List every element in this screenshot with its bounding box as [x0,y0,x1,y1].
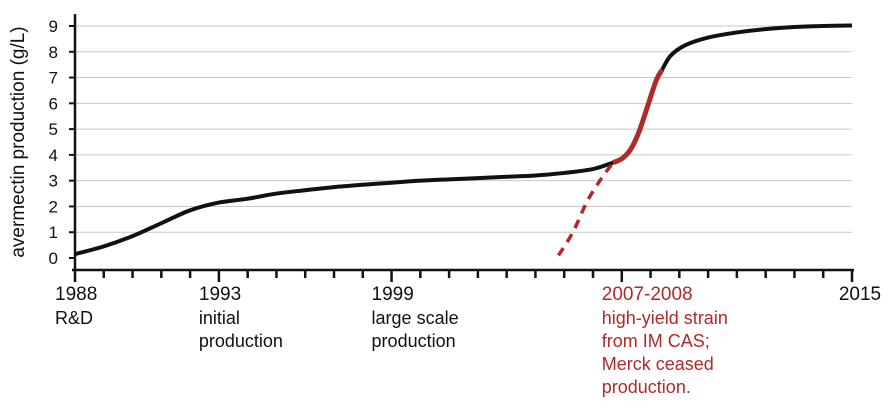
x-label-1988: 1988 [55,284,97,305]
y-tick-label-2: 2 [49,197,58,216]
y-tick-label-8: 8 [49,43,58,62]
series-0-solid-black [74,160,614,257]
annotation-1999-0: large scale [372,308,459,328]
series-3-solid-black [660,23,853,71]
y-tick-label-4: 4 [49,146,58,165]
annotation-2007-0: high-yield strain [602,308,728,328]
annotation-2007-1: from IM CAS; [602,331,710,351]
x-label-2015: 2015 [839,284,881,305]
annotation-1993-0: initial [199,308,240,328]
y-tick-label-1: 1 [49,223,58,242]
y-tick-label-6: 6 [49,94,58,113]
x-label-1993: 1993 [199,284,241,305]
y-tick-label-3: 3 [49,172,58,191]
x-label-2007: 2007-2008 [602,284,693,305]
y-tick-label-7: 7 [49,69,58,88]
x-label-1999: 1999 [372,284,414,305]
grid-lines [75,25,852,233]
y-tick-label-5: 5 [49,120,58,139]
y-axis-label: avermectin production (g/L) [8,26,29,257]
annotation-1993-1: production [199,331,283,351]
axis-ticks [69,25,854,282]
annotation-1988-0: R&D [55,308,93,328]
series-2-solid-red [612,68,665,165]
annotation-1999-1: production [372,331,456,351]
series-1-dashed-red [556,161,615,257]
axes [72,14,854,272]
annotation-2007-3: production. [602,377,691,397]
annotation-2007-2: Merck ceased [602,354,714,374]
axis-labels: 0 1 2 3 4 5 6 7 8 9 1988 R&D 1993 initial production 19… [49,17,882,397]
y-tick-label-9: 9 [49,17,58,36]
y-tick-label-0: 0 [49,249,58,268]
data-series [74,23,853,257]
